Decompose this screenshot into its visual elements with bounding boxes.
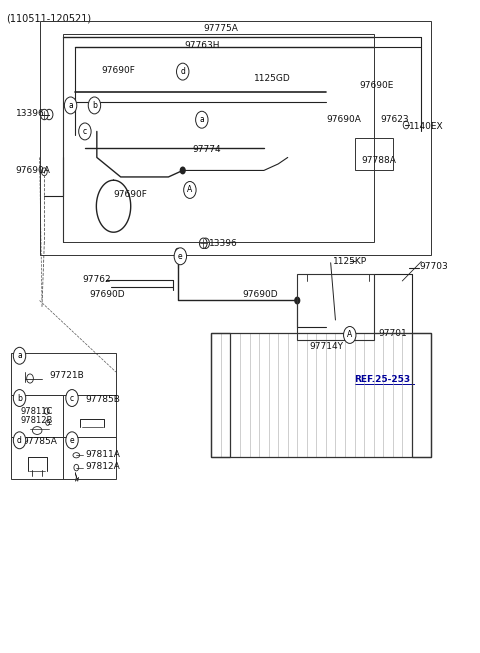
- Text: 97690F: 97690F: [102, 67, 135, 76]
- Text: 97721B: 97721B: [49, 371, 84, 380]
- Text: 97690A: 97690A: [326, 115, 361, 124]
- Circle shape: [199, 238, 207, 249]
- Text: 97623: 97623: [381, 115, 409, 124]
- Text: c: c: [83, 127, 87, 136]
- Text: 97775A: 97775A: [204, 24, 239, 33]
- Text: 97690F: 97690F: [114, 190, 147, 199]
- Text: c: c: [70, 394, 74, 402]
- Text: 13396: 13396: [209, 239, 238, 247]
- Text: A: A: [187, 185, 192, 195]
- Text: 97785A: 97785A: [23, 437, 58, 446]
- Text: 97690A: 97690A: [16, 166, 50, 175]
- Text: 97690D: 97690D: [90, 290, 125, 299]
- Circle shape: [66, 390, 78, 406]
- Circle shape: [177, 63, 189, 80]
- Text: 97762: 97762: [83, 275, 111, 284]
- Text: 97690D: 97690D: [242, 290, 278, 299]
- Text: REF.25-253: REF.25-253: [355, 375, 411, 385]
- Circle shape: [174, 248, 187, 264]
- Circle shape: [13, 347, 26, 364]
- Circle shape: [403, 121, 409, 129]
- Circle shape: [184, 182, 196, 199]
- Circle shape: [180, 167, 185, 174]
- Circle shape: [66, 432, 78, 449]
- Text: (110511-120521): (110511-120521): [6, 14, 91, 24]
- Circle shape: [27, 374, 34, 383]
- Text: a: a: [200, 115, 204, 124]
- Circle shape: [44, 407, 49, 414]
- Ellipse shape: [33, 426, 42, 434]
- Circle shape: [40, 109, 48, 119]
- Circle shape: [344, 326, 356, 343]
- Circle shape: [176, 249, 180, 255]
- Text: 97774: 97774: [192, 145, 221, 154]
- Text: 97690E: 97690E: [360, 81, 394, 89]
- Circle shape: [13, 432, 26, 449]
- Text: 97811A: 97811A: [85, 450, 120, 459]
- Circle shape: [13, 390, 26, 406]
- Circle shape: [88, 97, 101, 114]
- Text: 13396: 13396: [16, 109, 45, 118]
- Text: b: b: [17, 394, 22, 402]
- Text: e: e: [70, 436, 74, 445]
- Text: 97703: 97703: [419, 263, 448, 271]
- Circle shape: [196, 111, 208, 128]
- Text: 97788A: 97788A: [362, 156, 396, 165]
- Text: a: a: [17, 351, 22, 360]
- Text: d: d: [180, 67, 185, 76]
- Text: 97785B: 97785B: [85, 395, 120, 404]
- Circle shape: [46, 420, 49, 425]
- Text: a: a: [13, 351, 18, 360]
- Text: 97763H: 97763H: [184, 41, 219, 50]
- Circle shape: [41, 168, 47, 176]
- Text: 97812B: 97812B: [21, 416, 53, 425]
- Circle shape: [202, 238, 209, 249]
- Text: A: A: [347, 330, 352, 340]
- Text: d: d: [17, 436, 22, 445]
- Text: b: b: [92, 101, 97, 110]
- Text: 97811C: 97811C: [21, 407, 53, 415]
- Ellipse shape: [73, 453, 80, 458]
- Circle shape: [64, 97, 77, 114]
- Circle shape: [74, 464, 79, 471]
- Circle shape: [45, 109, 53, 119]
- Circle shape: [79, 123, 91, 140]
- Text: 97701: 97701: [378, 328, 407, 338]
- Text: 97812A: 97812A: [85, 462, 120, 471]
- Text: 1125KP: 1125KP: [333, 257, 367, 266]
- Text: e: e: [178, 252, 183, 261]
- Text: 1140EX: 1140EX: [409, 121, 444, 131]
- Text: a: a: [68, 101, 73, 110]
- Circle shape: [295, 297, 300, 304]
- Text: 97714Y: 97714Y: [309, 342, 343, 351]
- Text: 1125GD: 1125GD: [254, 74, 291, 83]
